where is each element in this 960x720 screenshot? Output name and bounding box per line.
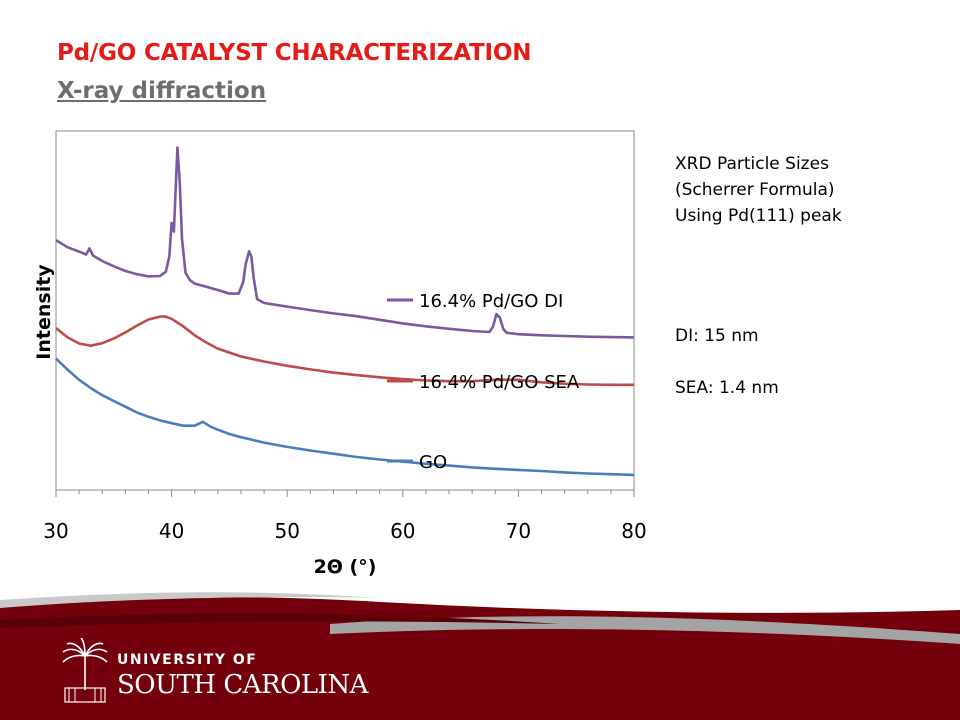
slide-subtitle: X-ray diffraction [57,78,267,104]
slide-title: Pd/GO CATALYST CHARACTERIZATION [57,40,532,66]
heading-line: (Scherrer Formula) [675,180,835,200]
xrd-chart: 30 40 50 60 70 80 16.4% Pd/GO DI 16.4% Pd/GO S… [33,130,647,578]
x-tick-label: 80 [621,519,646,543]
x-tick-label: 60 [390,519,415,543]
result-sea: SEA: 1.4 nm [675,378,779,398]
series-line-2 [55,357,635,477]
series-layer [55,146,635,477]
footer-gray-wave [330,616,960,644]
x-axis-ticks: 30 40 50 60 70 80 [43,489,647,543]
palmetto-tree-icon [62,638,108,703]
legend-label: GO [419,452,447,473]
legend-label: 16.4% Pd/GO DI [419,291,563,312]
heading-line: XRD Particle Sizes [675,154,829,174]
series-line-0 [55,146,635,339]
chart-frame [55,130,635,491]
footer-banner [0,592,960,720]
footer-dark-stripe [0,613,560,628]
x-tick-label: 70 [506,519,531,543]
x-tick-label: 30 [43,519,68,543]
particle-size-results: DI: 15 nm SEA: 1.4 nm [675,323,779,401]
usc-logo [62,638,108,703]
x-axis-label: 2Θ (°) [314,556,377,578]
y-axis-label: Intensity [33,264,55,360]
legend-label: 16.4% Pd/GO SEA [419,372,580,393]
x-tick-label: 50 [274,519,299,543]
footer-light-wave [0,592,380,608]
result-di: DI: 15 nm [675,326,759,346]
usc-wordmark-line2: SOUTH CAROLINA [117,670,368,700]
series-line-1 [55,315,634,387]
legend: 16.4% Pd/GO DI 16.4% Pd/GO SEA GO [387,291,580,473]
usc-wordmark-line1: UNIVERSITY OF [117,652,258,668]
heading-line: Using Pd(111) peak [675,206,842,226]
particle-size-heading: XRD Particle Sizes (Scherrer Formula) Us… [675,151,842,229]
x-tick-label: 40 [159,519,184,543]
